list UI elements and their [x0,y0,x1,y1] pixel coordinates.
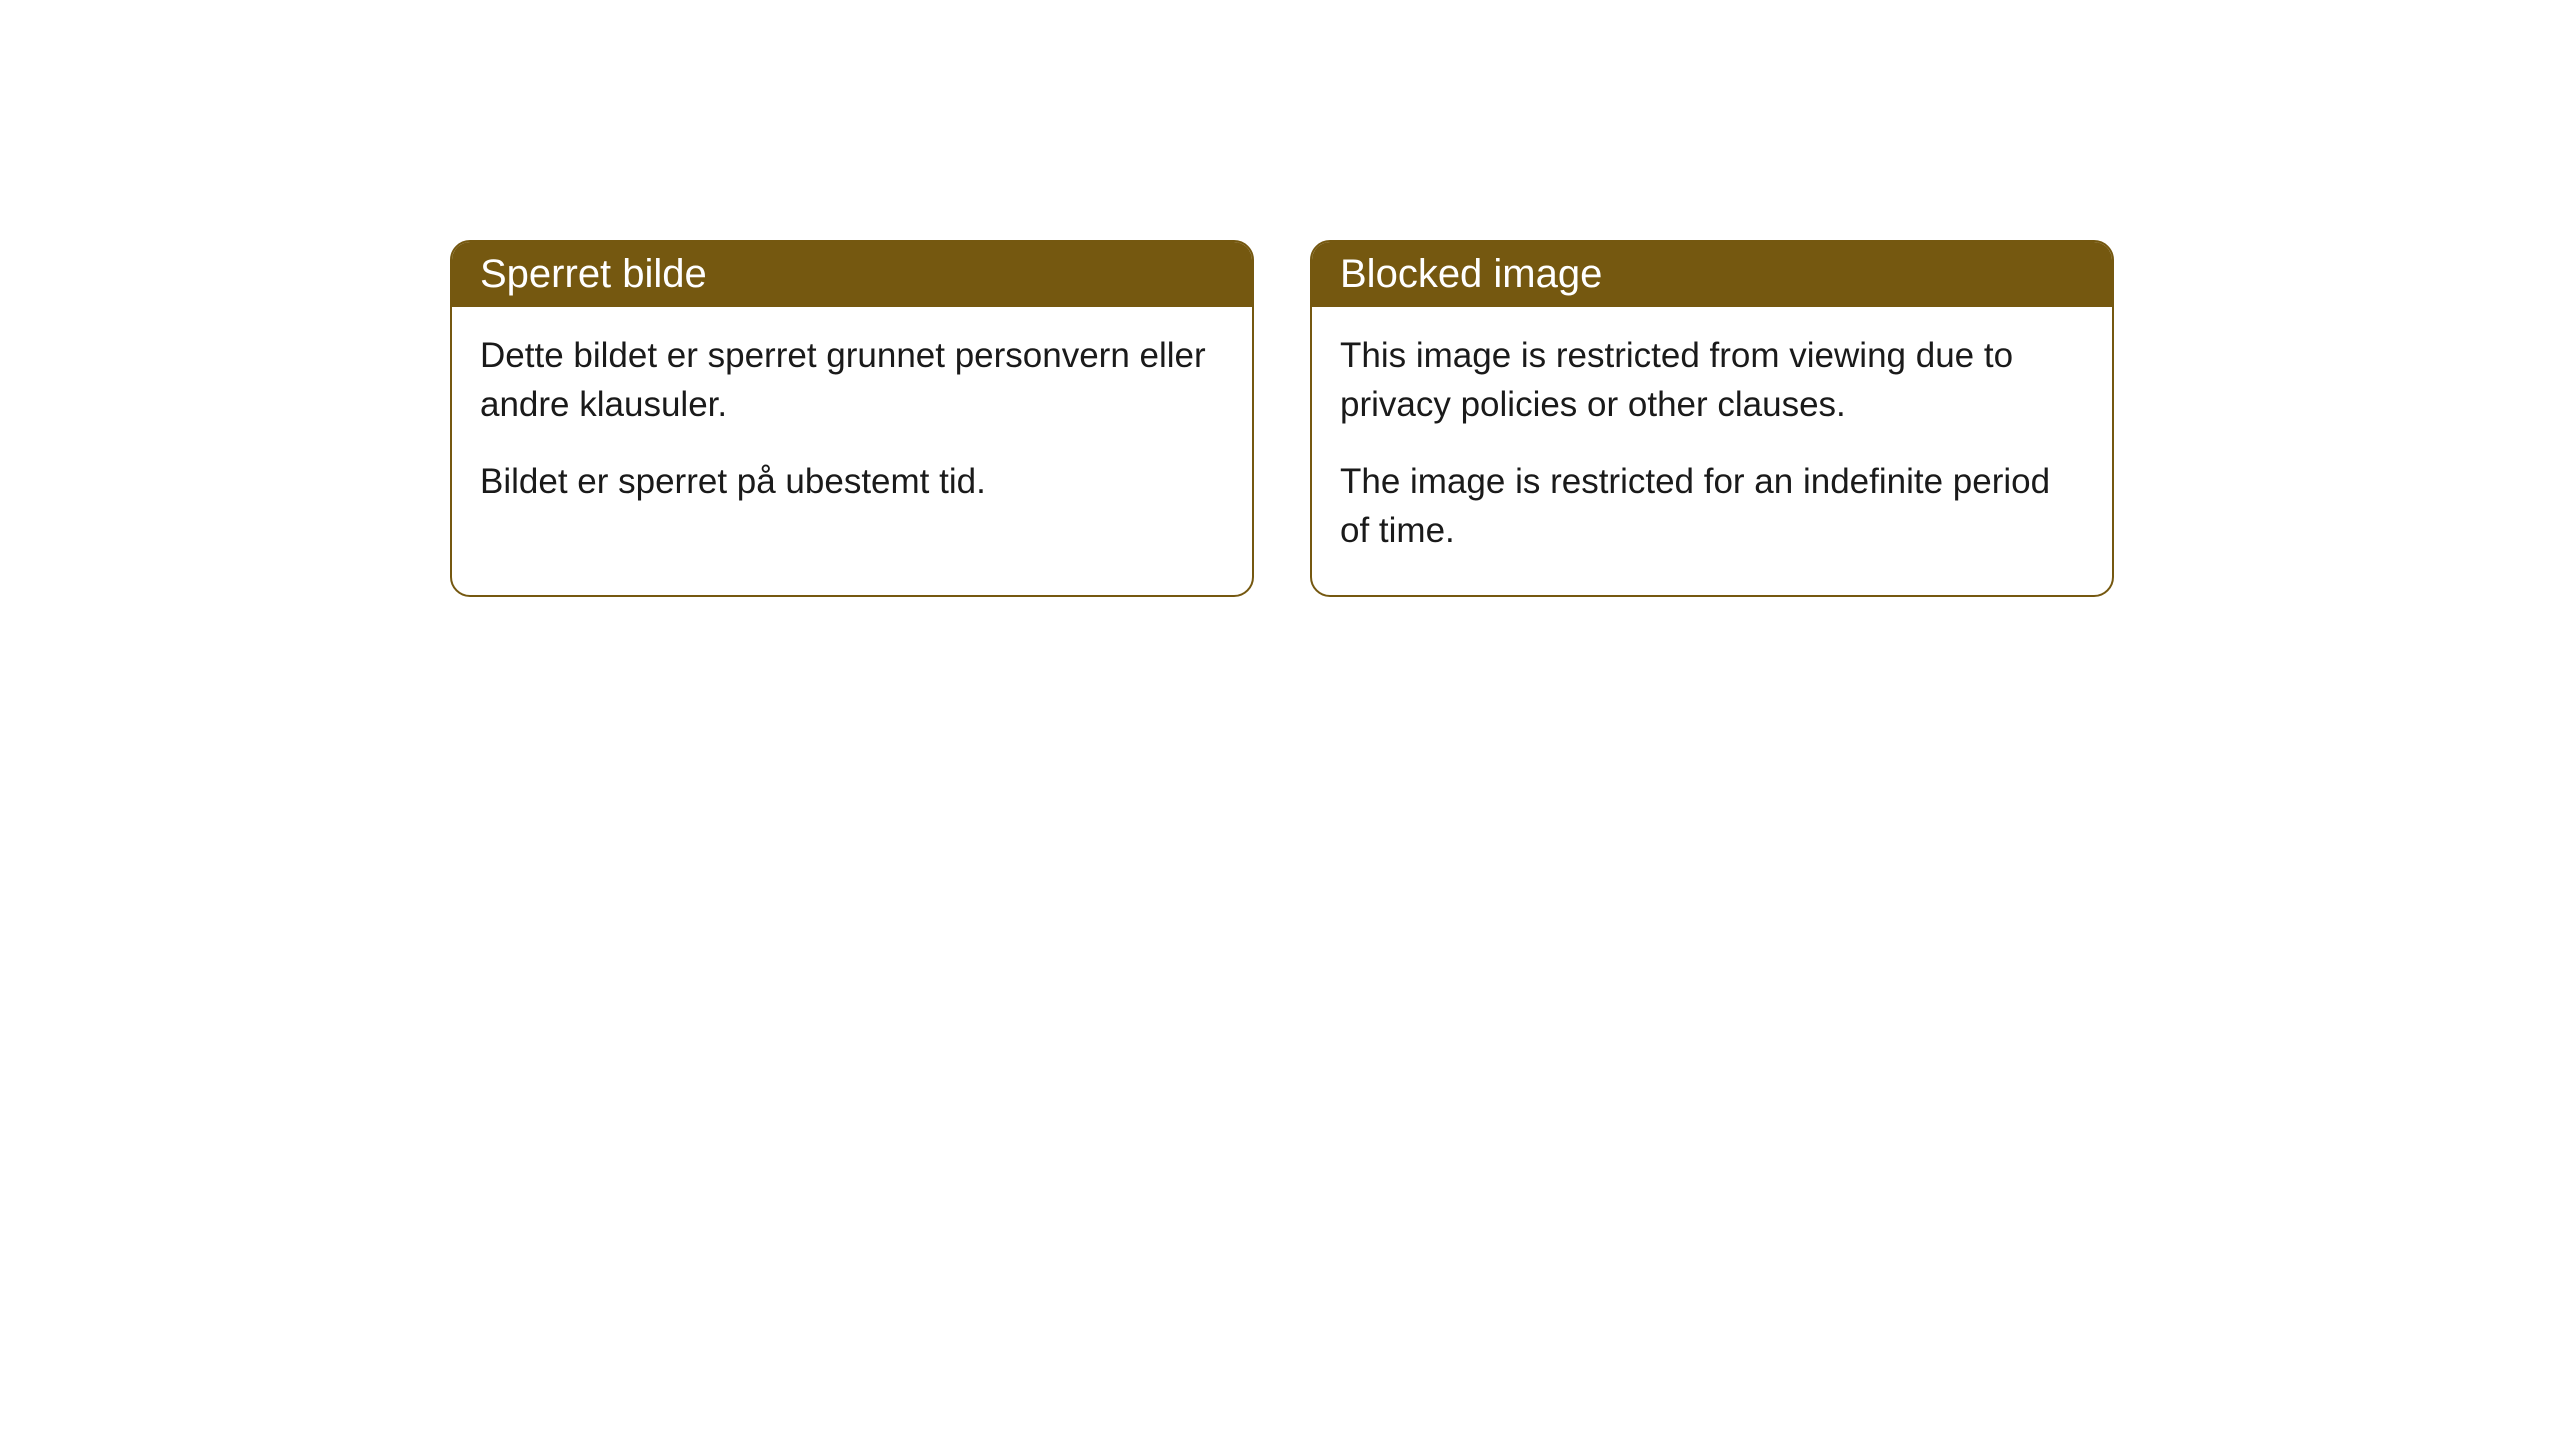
card-header-norwegian: Sperret bilde [452,242,1252,307]
card-paragraph-1: Dette bildet er sperret grunnet personve… [480,331,1224,429]
card-body-english: This image is restricted from viewing du… [1312,307,2112,595]
blocked-image-card-norwegian: Sperret bilde Dette bildet er sperret gr… [450,240,1254,597]
card-body-norwegian: Dette bildet er sperret grunnet personve… [452,307,1252,546]
blocked-image-card-english: Blocked image This image is restricted f… [1310,240,2114,597]
card-paragraph-1: This image is restricted from viewing du… [1340,331,2084,429]
card-header-english: Blocked image [1312,242,2112,307]
card-paragraph-2: Bildet er sperret på ubestemt tid. [480,457,1224,506]
card-paragraph-2: The image is restricted for an indefinit… [1340,457,2084,555]
cards-container: Sperret bilde Dette bildet er sperret gr… [450,240,2114,597]
